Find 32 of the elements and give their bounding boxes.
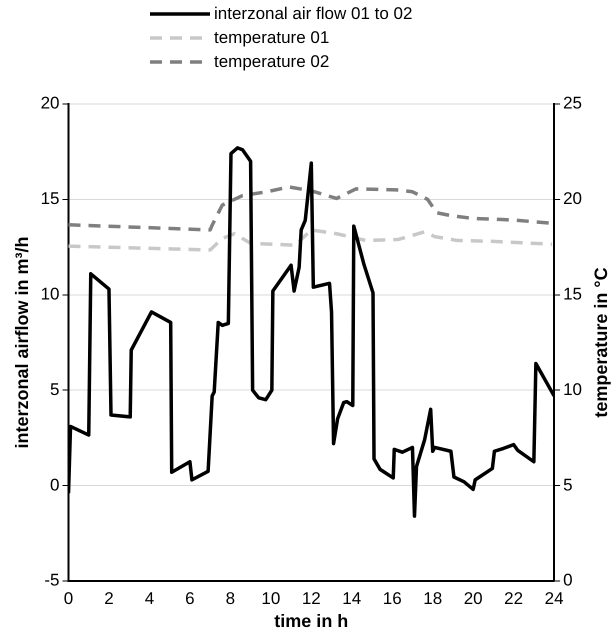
y-axis-title: interzonal airflow in m³/h (12, 236, 32, 449)
x-tick-label: 2 (104, 588, 114, 608)
x-tick-label: 10 (261, 588, 280, 608)
y-tick-label: 0 (50, 475, 60, 494)
x-tick-label: 24 (544, 588, 564, 608)
y2-tick-label: 0 (563, 570, 573, 590)
y-tick-label: 5 (50, 380, 60, 399)
y-tick-label: -5 (44, 570, 60, 590)
legend-label: interzonal air flow 01 to 02 (214, 4, 412, 24)
y-tick-label: 15 (40, 189, 60, 208)
x-tick-label: 6 (185, 588, 195, 608)
x-tick-label: 0 (64, 588, 74, 608)
x-tick-label: 16 (382, 588, 402, 608)
legend-label: temperature 01 (214, 28, 330, 48)
x-tick-label: 8 (226, 588, 236, 608)
x-tick-label: 14 (342, 588, 362, 608)
x-tick-label: 18 (423, 588, 442, 608)
y-tick-label: 20 (40, 94, 60, 113)
x-tick-label: 12 (302, 588, 321, 608)
y2-tick-label: 20 (563, 189, 582, 208)
y-tick-label: 10 (40, 284, 60, 304)
x-axis-title: time in h (274, 611, 348, 632)
y2-tick-label: 25 (563, 94, 582, 113)
y2-tick-label: 10 (563, 380, 582, 399)
x-tick-label: 22 (504, 588, 524, 608)
y2-axis-title: temperature in °C (590, 267, 611, 418)
legend-label: temperature 02 (214, 52, 330, 72)
y2-tick-label: 15 (563, 284, 582, 304)
x-tick-label: 20 (464, 588, 483, 608)
line-series (68, 228, 554, 252)
x-tick-label: 4 (144, 588, 154, 608)
y2-tick-label: 5 (563, 475, 573, 494)
